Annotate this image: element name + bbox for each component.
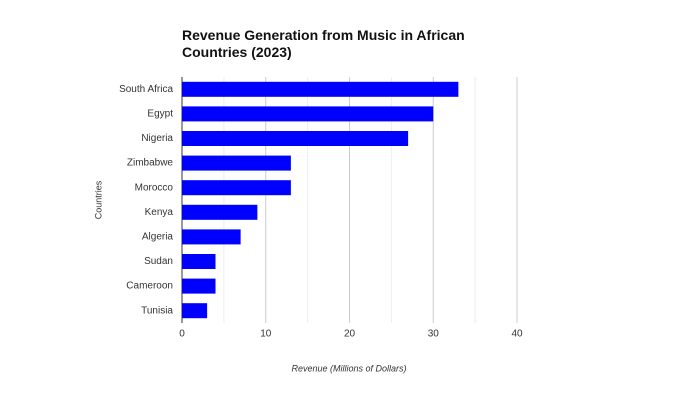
y-tick-label: Tunisia [141, 305, 173, 316]
y-tick-label: Egypt [147, 109, 173, 120]
bar [182, 303, 208, 319]
bar [182, 229, 241, 245]
x-axis-label: Revenue (Millions of Dollars) [291, 363, 406, 373]
y-tick-label: Zimbabwe [127, 158, 174, 169]
x-tick-label: 10 [260, 329, 272, 340]
y-tick-label: Sudan [144, 256, 173, 267]
bar [182, 204, 258, 220]
bar [182, 155, 291, 171]
bar [182, 81, 459, 97]
y-tick-label: Morocco [135, 182, 174, 193]
y-tick-label: Algeria [142, 232, 174, 243]
chart-title: Revenue Generation from Music in African… [182, 27, 465, 60]
x-tick-label: 30 [428, 329, 440, 340]
y-tick-label: Kenya [145, 207, 174, 218]
x-tick-label: 40 [511, 329, 523, 340]
bar [182, 180, 291, 196]
y-tick-label: Nigeria [141, 133, 173, 144]
bar [182, 278, 216, 294]
y-tick-label: Cameroon [126, 281, 173, 292]
bar [182, 106, 434, 122]
bar [182, 131, 409, 146]
y-tick-label: South Africa [119, 84, 173, 95]
bar [182, 254, 216, 269]
x-tick-label: 20 [344, 329, 356, 340]
y-axis-label: Countries [93, 180, 103, 219]
x-tick-label: 0 [179, 329, 185, 340]
